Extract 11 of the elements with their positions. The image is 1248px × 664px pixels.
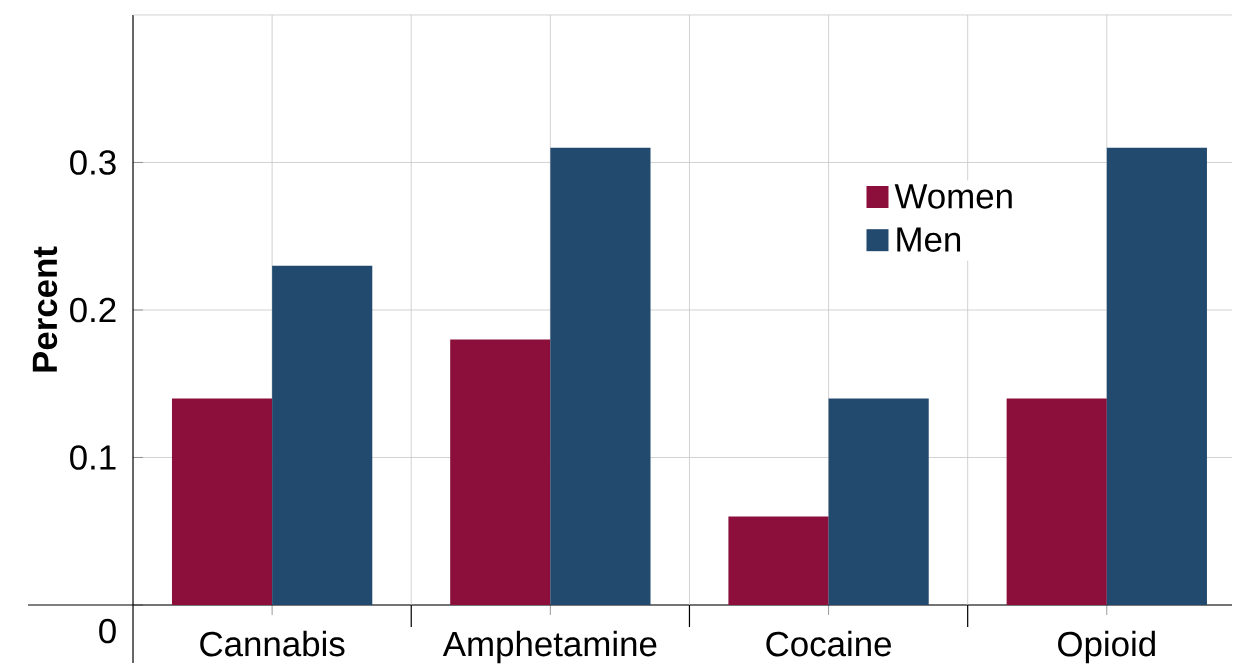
x-tick-label: Cannabis xyxy=(200,630,345,657)
x-tick-label: Cocaine xyxy=(766,630,891,657)
x-tick-label: Opioid xyxy=(1058,630,1155,664)
y-tick-label: 0.3 xyxy=(70,150,116,175)
y-tick-label: 0 xyxy=(99,618,116,644)
y-tick-label: 0.1 xyxy=(70,445,116,470)
y-axis-title: Percent xyxy=(32,246,58,372)
legend-label: Men xyxy=(897,227,961,252)
y-tick-label: 0.2 xyxy=(70,297,116,323)
x-tick-label: Amphetamine xyxy=(442,630,657,664)
legend-label: Women xyxy=(894,184,1012,209)
